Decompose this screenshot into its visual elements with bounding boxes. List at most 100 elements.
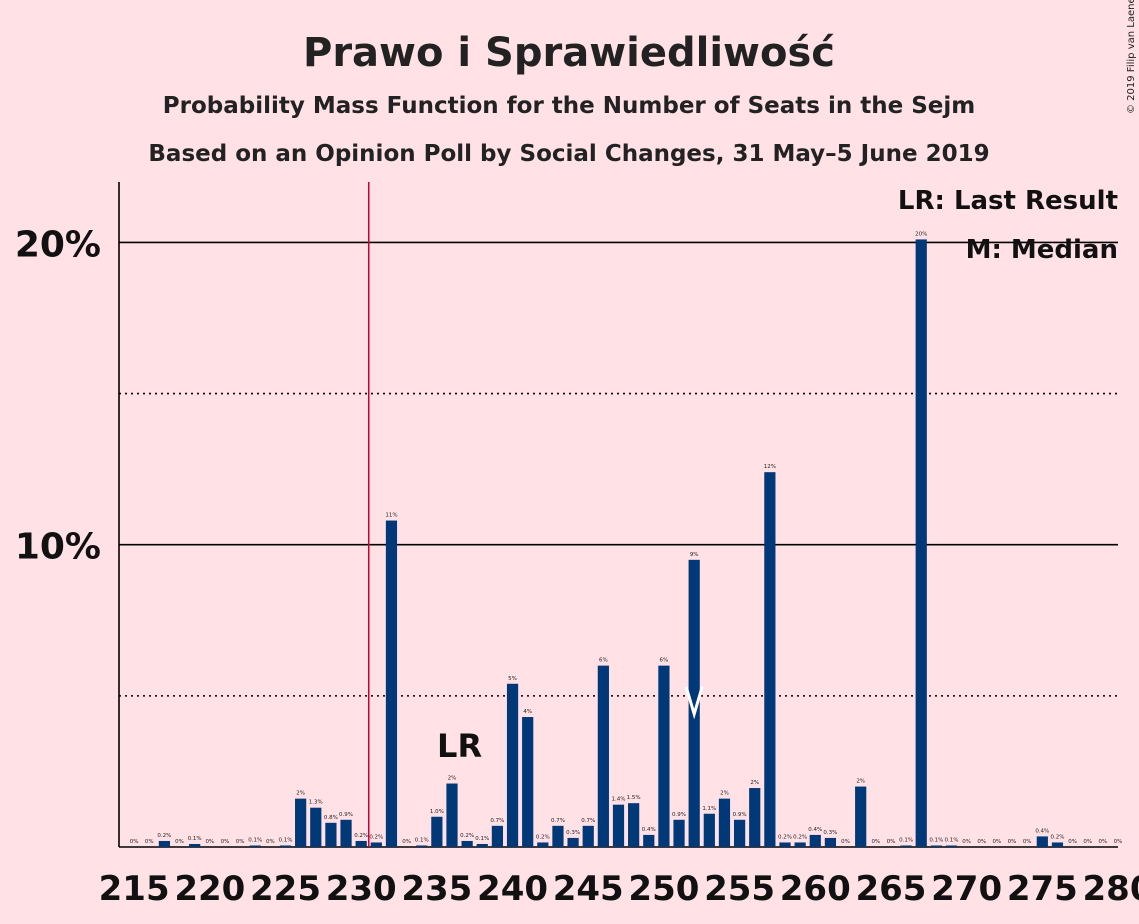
bar-value-label: 0.2% <box>536 834 550 840</box>
bar-value-label: 0.2% <box>793 834 807 840</box>
bar-value-label: 0.8% <box>324 815 338 821</box>
bar <box>370 842 382 847</box>
bar-value-label: 0% <box>1098 839 1107 845</box>
bar <box>279 845 292 847</box>
bar-value-label: 20% <box>915 231 927 237</box>
bar-value-label: 0% <box>841 839 850 845</box>
bar <box>703 813 715 847</box>
bar-value-label: 0% <box>993 839 1002 845</box>
x-tick-label: 215 <box>99 869 170 909</box>
x-tick-label: 230 <box>326 869 397 909</box>
bar-value-label: 0.7% <box>551 818 565 824</box>
bar-value-label: 0% <box>221 839 230 845</box>
bar-value-label: 0% <box>1008 839 1017 845</box>
bar-value-label: 2% <box>720 791 729 797</box>
bar <box>461 840 473 847</box>
bar-value-label: 0% <box>266 839 275 845</box>
chart-subtitle-2: Based on an Opinion Poll by Social Chang… <box>148 141 989 167</box>
bar <box>537 842 549 847</box>
bar-value-label: 0% <box>1114 839 1123 845</box>
x-tick-label: 275 <box>1007 869 1078 909</box>
bar-value-label: 0.1% <box>279 837 293 843</box>
chart-title: Prawo i Sprawiedliwość <box>303 30 835 76</box>
bar <box>355 840 367 847</box>
bar <box>310 807 322 847</box>
bar-value-label: 1.5% <box>627 795 641 801</box>
bar-value-label: 0% <box>130 839 139 845</box>
bar-value-label: 0.9% <box>339 812 353 818</box>
bar <box>900 845 912 847</box>
bar-value-label: 2% <box>296 791 305 797</box>
bar-value-label: 0.4% <box>642 827 656 833</box>
chart-subtitle: Probability Mass Function for the Number… <box>163 93 975 119</box>
x-tick-label: 225 <box>250 869 321 909</box>
bar-value-label: 2% <box>448 776 457 782</box>
bar-value-label: 0.7% <box>490 818 504 824</box>
bar-value-label: 1.4% <box>612 797 626 803</box>
bar-value-label: 5% <box>508 676 517 682</box>
x-tick-label: 260 <box>780 869 851 909</box>
bar <box>189 843 201 847</box>
bar <box>794 842 806 847</box>
y-tick-label: 10% <box>15 527 101 568</box>
bar <box>158 840 171 847</box>
bar-value-label: 0.3% <box>566 830 580 836</box>
bar <box>673 819 685 847</box>
bar <box>340 819 352 847</box>
bar <box>945 845 958 847</box>
bar <box>658 665 670 847</box>
bar <box>431 816 443 847</box>
bar <box>446 783 458 847</box>
x-tick-label: 265 <box>855 869 926 909</box>
bar-value-label: 4% <box>523 709 532 715</box>
bar-value-label: 0.9% <box>672 812 686 818</box>
bar-value-label: 0.1% <box>929 837 943 843</box>
bar-value-label: 0% <box>145 839 154 845</box>
bar-value-label: 11% <box>385 513 397 519</box>
bar-value-label: 12% <box>764 464 776 470</box>
bar-value-label: 2% <box>750 780 759 786</box>
bar <box>643 834 655 847</box>
x-tick-label: 235 <box>401 869 472 909</box>
bar <box>522 717 534 847</box>
bar-value-label: 0.2% <box>778 834 792 840</box>
bar <box>416 845 428 847</box>
bar-value-label: 0.1% <box>475 836 489 842</box>
bar-value-label: 0.3% <box>823 830 837 836</box>
bar-value-label: 0.7% <box>581 818 595 824</box>
y-tick-label: 20% <box>15 224 101 265</box>
bar-value-label: 6% <box>660 658 669 664</box>
bar-value-label: 0.2% <box>157 833 171 839</box>
bar <box>930 845 942 847</box>
x-tick-label: 220 <box>174 869 245 909</box>
bar-value-label: 0% <box>236 839 245 845</box>
bar-value-label: 0.1% <box>945 837 959 843</box>
bar <box>612 804 625 847</box>
bar <box>628 803 640 847</box>
bar <box>915 239 927 847</box>
bar <box>718 798 731 847</box>
x-tick-label: 250 <box>628 869 699 909</box>
bar <box>249 845 261 847</box>
legend-median: M: Median <box>966 235 1118 265</box>
bar <box>567 837 579 847</box>
bar-value-label: 0.1% <box>188 836 202 842</box>
bar-value-label: 0.2% <box>1050 834 1064 840</box>
bar-value-label: 0.2% <box>369 834 383 840</box>
bar <box>582 825 594 847</box>
bar-value-label: 0% <box>205 839 214 845</box>
bar-value-label: 2% <box>856 779 865 785</box>
median-marker <box>684 686 704 720</box>
bar-value-label: 0% <box>887 839 896 845</box>
bar-value-label: 0% <box>175 839 184 845</box>
bar-value-label: 0.4% <box>1035 828 1049 834</box>
bar-value-label: 1.3% <box>309 800 323 806</box>
bar-value-label: 0% <box>977 839 986 845</box>
bar-value-label: 0.4% <box>808 827 822 833</box>
x-tick-label: 280 <box>1083 869 1139 909</box>
bar <box>749 788 761 847</box>
x-tick-label: 240 <box>477 869 548 909</box>
bar-value-label: 0.9% <box>733 812 747 818</box>
bar <box>809 834 821 847</box>
